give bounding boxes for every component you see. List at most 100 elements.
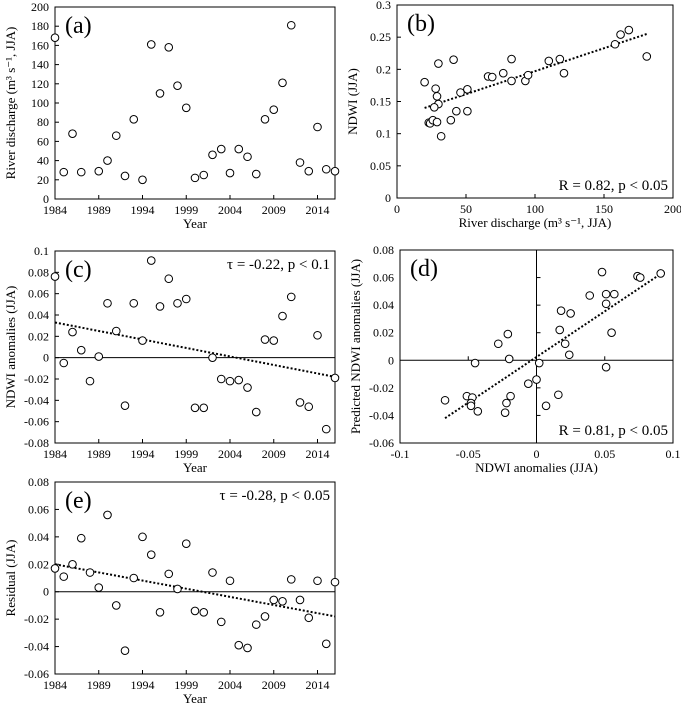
data-point [470, 358, 480, 368]
data-point [286, 292, 296, 302]
y-tick-label: 0.04 [373, 298, 394, 312]
y-axis-label: River discharge (m³ s⁻¹, JJA) [3, 27, 18, 180]
data-point [616, 30, 625, 39]
y-tick-label: 0.06 [28, 502, 49, 516]
x-tick-label: 2009 [262, 447, 286, 461]
data-point [434, 59, 443, 68]
y-tick-label: 0.08 [28, 265, 49, 279]
data-point [68, 129, 77, 139]
data-point [436, 131, 446, 141]
y-tick-label: 0.08 [28, 475, 49, 489]
data-point [504, 354, 514, 364]
y-tick-label: 100 [31, 96, 49, 110]
data-point [190, 403, 200, 413]
x-tick-label: 2009 [262, 678, 286, 692]
data-point [541, 401, 551, 411]
data-point [313, 576, 322, 586]
data-point [432, 92, 442, 101]
x-tick-label: 0 [534, 447, 540, 461]
y-tick-label: 0.3 [376, 0, 391, 12]
data-point [473, 406, 483, 416]
data-point [523, 70, 533, 80]
panel-label: (d) [410, 256, 438, 282]
x-axis-label: Year [183, 216, 208, 231]
y-tick-label: 140 [31, 58, 49, 72]
y-tick-label: -0.04 [24, 640, 49, 654]
data-point [251, 620, 261, 629]
y-tick-label: -0.06 [24, 667, 49, 681]
y-tick-label: 40 [37, 154, 49, 168]
data-point [59, 167, 69, 177]
data-point [278, 311, 287, 321]
y-tick-label: 0.08 [373, 243, 394, 257]
panel-label: (a) [65, 13, 92, 39]
data-point [463, 106, 472, 116]
x-tick-label: 1999 [174, 678, 198, 692]
y-tick-label: 0.04 [28, 530, 49, 544]
panel-label: (c) [65, 257, 92, 283]
data-point [234, 144, 244, 154]
data-point [487, 72, 497, 82]
x-tick-label: 1994 [131, 678, 155, 692]
x-tick-label: 1989 [87, 447, 111, 461]
y-tick-label: 0 [43, 192, 49, 206]
x-tick-label: 1994 [131, 447, 155, 461]
trend-line [444, 273, 660, 420]
data-point [260, 335, 270, 344]
data-point [146, 256, 156, 265]
x-tick-label: 1984 [43, 203, 67, 217]
y-axis-label: Predicted NDWI anomalies (JJA) [348, 259, 363, 434]
data-point [456, 88, 465, 97]
data-point [304, 402, 314, 412]
data-point [313, 330, 322, 340]
data-point [624, 25, 634, 35]
data-point [94, 583, 104, 592]
y-tick-label: 0 [43, 351, 49, 365]
y-axis-label: NDWI (JJA) [345, 68, 360, 135]
data-point [120, 171, 130, 181]
data-point [498, 68, 508, 78]
y-tick-label: -0.04 [369, 408, 394, 422]
data-point [260, 115, 270, 124]
y-tick-label: 0.05 [370, 159, 391, 173]
data-point [190, 173, 200, 183]
y-tick-label: 0.02 [28, 557, 49, 571]
data-point [500, 408, 510, 417]
data-point [199, 607, 209, 617]
y-tick-label: -0.02 [24, 612, 49, 626]
data-point [556, 306, 566, 315]
data-point [466, 401, 476, 411]
trend-line [424, 33, 648, 109]
data-point [173, 584, 182, 594]
stat-annotation: R = 0.82, p < 0.05 [559, 178, 668, 194]
panel-label: (e) [65, 488, 92, 514]
trend-line [54, 563, 336, 618]
x-axis-label: Year [183, 691, 208, 706]
data-point [601, 289, 611, 299]
data-point [560, 339, 570, 349]
data-point [138, 175, 147, 185]
data-point [243, 643, 252, 653]
plot-frame [54, 250, 336, 444]
data-point [555, 325, 565, 335]
data-point [420, 77, 429, 87]
y-tick-label: 0.06 [28, 287, 49, 301]
data-point [313, 122, 322, 132]
x-tick-label: 1999 [174, 203, 198, 217]
data-point [181, 539, 191, 549]
x-axis-label: NDWI anomalies (JJA) [475, 460, 598, 475]
panel-label: (b) [407, 11, 435, 37]
x-tick-label: 1989 [87, 678, 111, 692]
data-point [251, 407, 261, 417]
data-point [199, 403, 209, 413]
x-tick-label: 2004 [218, 447, 242, 461]
data-point [208, 568, 217, 577]
data-point [564, 350, 574, 360]
x-tick-label: -0.05 [456, 447, 481, 461]
data-point [251, 169, 261, 179]
data-point [295, 398, 305, 407]
panel-b: 0 50 100 150 200 0 0.05 0.1 0.15 0.2 0.25 0.3 River … [345, 0, 681, 230]
x-tick-label: 200 [664, 202, 681, 216]
data-point [190, 606, 200, 616]
x-tick-label: -0.1 [391, 447, 410, 461]
